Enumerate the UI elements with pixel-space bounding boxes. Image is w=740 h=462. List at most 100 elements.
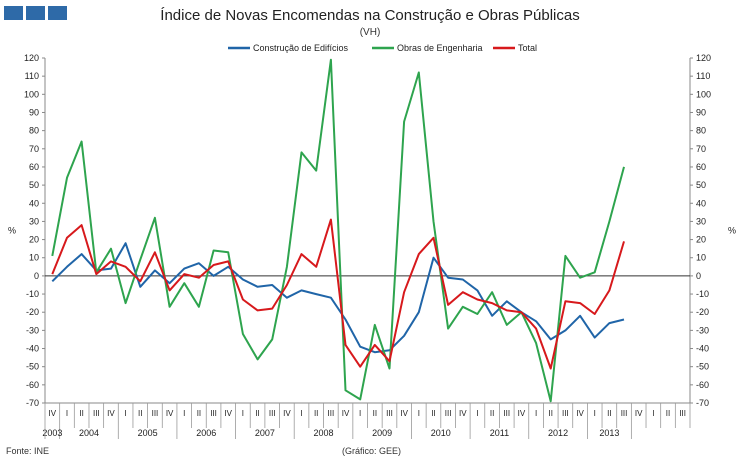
- x-quarter-label: II: [79, 409, 83, 418]
- y-tick-label-left: 120: [24, 53, 39, 63]
- x-quarter-label: I: [476, 409, 478, 418]
- x-year-label: 2013: [599, 428, 619, 438]
- y-tick-label-left: 70: [29, 144, 39, 154]
- y-tick-label-left: -60: [26, 380, 39, 390]
- x-quarter-label: II: [549, 409, 553, 418]
- x-quarter-label: IV: [576, 409, 584, 418]
- y-tick-label-left: 110: [25, 71, 39, 81]
- y-tick-label-right: 20: [696, 235, 706, 245]
- y-tick-label-left: 10: [29, 253, 39, 263]
- x-year-label: 2011: [490, 428, 509, 438]
- x-quarter-label: IV: [283, 409, 291, 418]
- y-tick-label-left: 100: [24, 89, 39, 99]
- chart-subtitle: (VH): [359, 27, 381, 38]
- x-quarter-label: III: [445, 409, 452, 418]
- legend-label: Obras de Engenharia: [397, 43, 483, 53]
- series-line-obras-de-engenharia: [51, 58, 625, 403]
- y-tick-label-right: -10: [696, 289, 709, 299]
- x-quarter-label: III: [328, 409, 335, 418]
- x-quarter-label: I: [300, 409, 302, 418]
- y-tick-label-right: -50: [696, 362, 709, 372]
- x-quarter-label: I: [242, 409, 244, 418]
- x-quarter-label: IV: [166, 409, 174, 418]
- y-tick-label-right: 40: [696, 198, 706, 208]
- y-tick-label-right: 100: [696, 89, 711, 99]
- x-quarter-label: IV: [459, 409, 467, 418]
- x-quarter-label: II: [314, 409, 318, 418]
- y-tick-label-left: -10: [26, 289, 39, 299]
- y-axis-label-right: %: [728, 226, 736, 236]
- x-quarter-label: IV: [400, 409, 408, 418]
- source-note: Fonte: INE: [6, 446, 50, 456]
- y-tick-label-right: 80: [696, 126, 706, 136]
- legend-label: Construção de Edifícios: [253, 43, 349, 53]
- x-quarter-label: III: [210, 409, 217, 418]
- x-quarter-label: I: [183, 409, 185, 418]
- logo-block: [4, 6, 23, 20]
- y-tick-label-left: -20: [26, 307, 39, 317]
- y-axis-label-left: %: [8, 226, 16, 236]
- logo-block: [26, 6, 45, 20]
- y-tick-label-left: -50: [26, 362, 39, 372]
- y-tick-label-right: 90: [696, 107, 706, 117]
- y-tick-label-left: 40: [29, 198, 39, 208]
- y-tick-label-left: 30: [29, 216, 39, 226]
- x-year-label: 2003: [42, 428, 62, 438]
- y-tick-label-left: -30: [26, 325, 39, 335]
- x-quarter-label: IV: [49, 409, 57, 418]
- x-quarter-label: III: [152, 409, 159, 418]
- y-tick-label-right: -60: [696, 380, 709, 390]
- series-line-construcao-de-edificios: [51, 242, 625, 354]
- x-quarter-label: II: [197, 409, 201, 418]
- brand-logo: [4, 6, 67, 20]
- x-quarter-label: I: [66, 409, 68, 418]
- y-tick-label-left: -70: [26, 398, 39, 408]
- credit-note: (Gráfico: GEE): [342, 446, 402, 456]
- x-year-label: 2006: [196, 428, 216, 438]
- x-year-label: 2005: [138, 428, 158, 438]
- series-group: [51, 58, 625, 403]
- x-quarter-label: II: [607, 409, 611, 418]
- axes: -70 -70 -60 -60 -50 -50 -40 -40 -30 -30 -20 -20 -10 -…: [8, 53, 736, 408]
- x-quarter-label: IV: [107, 409, 115, 418]
- chart-title: Índice de Novas Encomendas na Construção…: [160, 7, 580, 24]
- x-quarter-label: I: [418, 409, 420, 418]
- x-quarter-label: IV: [224, 409, 232, 418]
- x-year-label: 2004: [79, 428, 99, 438]
- x-quarter-label: III: [621, 409, 628, 418]
- x-axis: IV I II III IV I II III IV I II III IV I II III IV I II III…: [42, 402, 691, 439]
- y-tick-label-right: -70: [696, 398, 709, 408]
- x-year-label: 2007: [255, 428, 275, 438]
- y-tick-label-right: -30: [696, 325, 709, 335]
- x-quarter-label: III: [93, 409, 100, 418]
- x-quarter-label: IV: [342, 409, 350, 418]
- legend: Construção de Edifícios Obras de Engenhar…: [228, 43, 537, 53]
- y-tick-label-left: -40: [26, 344, 39, 354]
- logo-block: [48, 6, 67, 20]
- x-year-label: 2008: [314, 428, 334, 438]
- x-quarter-label: I: [125, 409, 127, 418]
- y-tick-label-right: -20: [696, 307, 709, 317]
- x-quarter-label: I: [535, 409, 537, 418]
- y-tick-label-right: 0: [696, 271, 701, 281]
- y-tick-label-right: 50: [696, 180, 706, 190]
- x-year-label: 2010: [431, 428, 451, 438]
- x-quarter-label: I: [594, 409, 596, 418]
- x-quarter-label: IV: [635, 409, 643, 418]
- y-tick-label-left: 90: [29, 107, 39, 117]
- x-quarter-label: II: [255, 409, 259, 418]
- series-line-total: [51, 218, 625, 370]
- x-year-label: 2012: [548, 428, 568, 438]
- x-quarter-label: III: [562, 409, 569, 418]
- y-tick-label-right: -40: [696, 344, 709, 354]
- y-tick-label-right: 30: [696, 216, 706, 226]
- x-quarter-label: II: [666, 409, 670, 418]
- x-quarter-label: IV: [518, 409, 526, 418]
- x-quarter-label: III: [386, 409, 393, 418]
- x-quarter-label: I: [652, 409, 654, 418]
- x-quarter-label: I: [359, 409, 361, 418]
- y-tick-label-right: 110: [696, 71, 710, 81]
- x-quarter-label: II: [490, 409, 494, 418]
- x-year-label: 2009: [372, 428, 392, 438]
